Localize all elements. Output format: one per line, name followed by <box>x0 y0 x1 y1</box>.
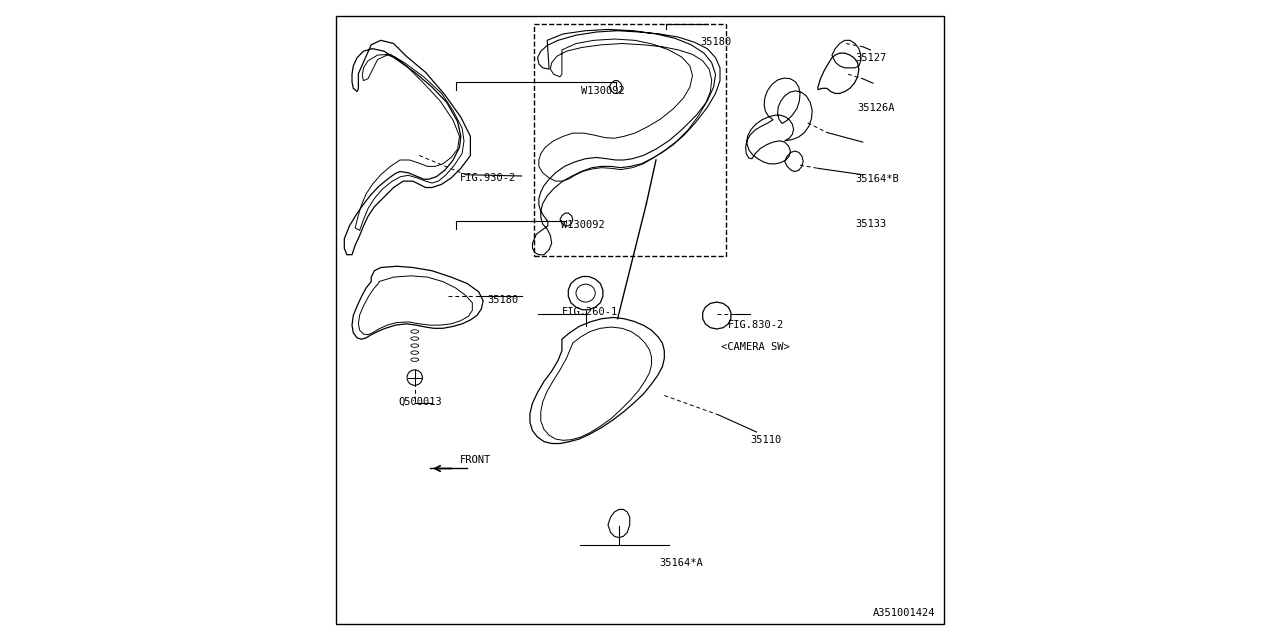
Text: 35180: 35180 <box>488 294 518 305</box>
Bar <box>535 24 727 256</box>
Text: 35127: 35127 <box>855 52 886 63</box>
Text: FIG.830-2: FIG.830-2 <box>728 320 785 330</box>
Text: 35180: 35180 <box>701 36 732 47</box>
Text: Q500013: Q500013 <box>398 397 442 407</box>
Text: <CAMERA SW>: <CAMERA SW> <box>721 342 790 352</box>
Text: FIG.260-1: FIG.260-1 <box>562 307 618 317</box>
Text: 35133: 35133 <box>855 219 886 229</box>
Text: 35164*B: 35164*B <box>855 174 899 184</box>
Text: 35126A: 35126A <box>858 102 895 113</box>
Text: A351001424: A351001424 <box>873 608 936 618</box>
Text: 35164*A: 35164*A <box>659 558 703 568</box>
Text: FIG.930-2: FIG.930-2 <box>460 173 516 183</box>
Text: W130092: W130092 <box>581 86 625 96</box>
Text: W130092: W130092 <box>561 220 604 230</box>
Text: FRONT: FRONT <box>460 454 490 465</box>
Text: 35110: 35110 <box>750 435 781 445</box>
